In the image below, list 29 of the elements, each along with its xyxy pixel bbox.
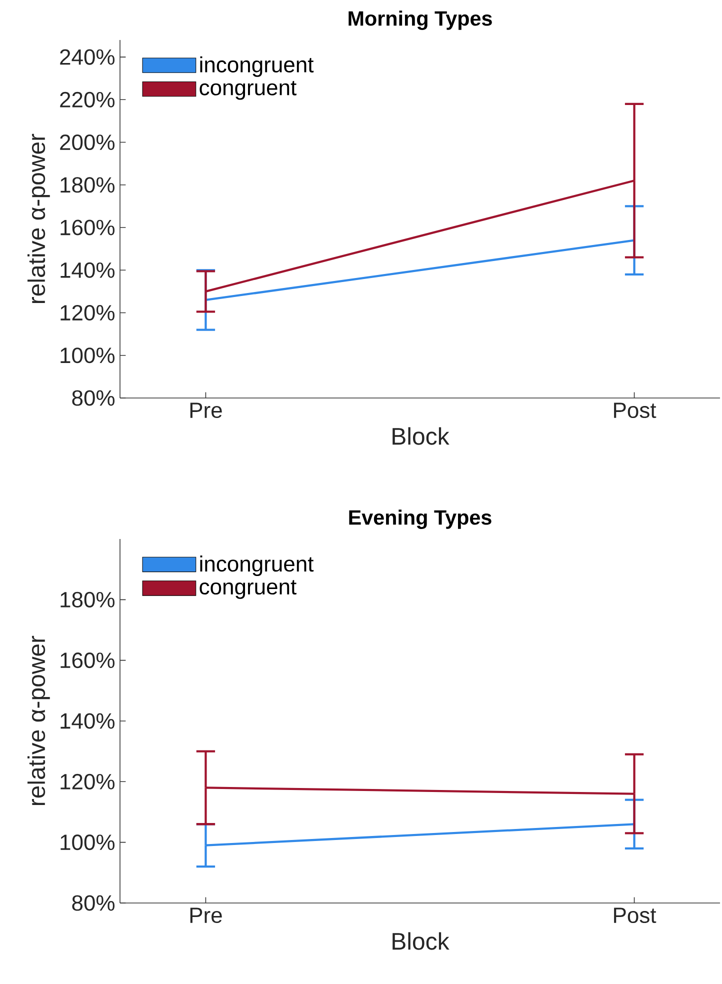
x-axis-title: Block bbox=[392, 932, 450, 950]
legend-label: incongruent bbox=[200, 56, 314, 77]
legend-label: congruent bbox=[200, 80, 296, 100]
x-tick-label: Pre bbox=[190, 908, 222, 924]
y-tick-label: 120% bbox=[60, 774, 114, 790]
y-tick-label: 140% bbox=[60, 262, 114, 278]
y-tick-label: 160% bbox=[60, 652, 114, 668]
x-tick-label: Post bbox=[614, 402, 656, 418]
legend-label: congruent bbox=[200, 580, 296, 599]
y-tick-label: 220% bbox=[60, 92, 114, 108]
chart-title: Morning Types bbox=[348, 10, 492, 30]
y-axis-title: relative α-power bbox=[27, 134, 50, 304]
x-tick-label: Pre bbox=[190, 402, 222, 418]
y-tick-label: 100% bbox=[60, 348, 114, 364]
y-tick-label: 240% bbox=[60, 49, 114, 65]
y-tick-label: 160% bbox=[60, 220, 114, 236]
x-tick-label: Post bbox=[614, 908, 656, 924]
y-axis-title: relative α-power bbox=[27, 636, 50, 806]
y-tick-label: 140% bbox=[60, 713, 114, 729]
legend-label: incongruent bbox=[200, 556, 314, 576]
y-tick-label: 120% bbox=[60, 304, 114, 321]
y-tick-label: 180% bbox=[60, 592, 114, 608]
y-tick-label: 80% bbox=[72, 390, 114, 406]
chart-title: Evening Types bbox=[349, 510, 492, 529]
x-axis-title: Block bbox=[392, 427, 450, 445]
y-tick-label: 80% bbox=[72, 895, 114, 911]
y-tick-label: 200% bbox=[60, 134, 114, 150]
y-tick-label: 100% bbox=[60, 834, 114, 850]
y-tick-label: 180% bbox=[60, 177, 114, 193]
